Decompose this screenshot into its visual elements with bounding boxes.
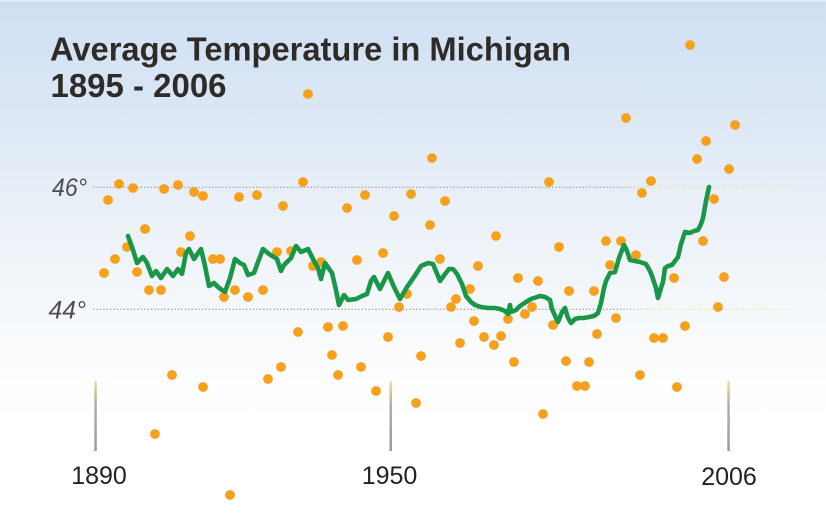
- svg-text:1890: 1890: [71, 462, 127, 490]
- svg-text:46°: 46°: [52, 174, 87, 202]
- svg-text:1895 - 2006: 1895 - 2006: [51, 68, 227, 105]
- svg-text:44°: 44°: [49, 297, 87, 325]
- svg-text:1950: 1950: [362, 462, 418, 490]
- svg-text:Average Temperature in Michiga: Average Temperature in Michigan: [50, 32, 571, 69]
- svg-text:2006: 2006: [701, 463, 757, 491]
